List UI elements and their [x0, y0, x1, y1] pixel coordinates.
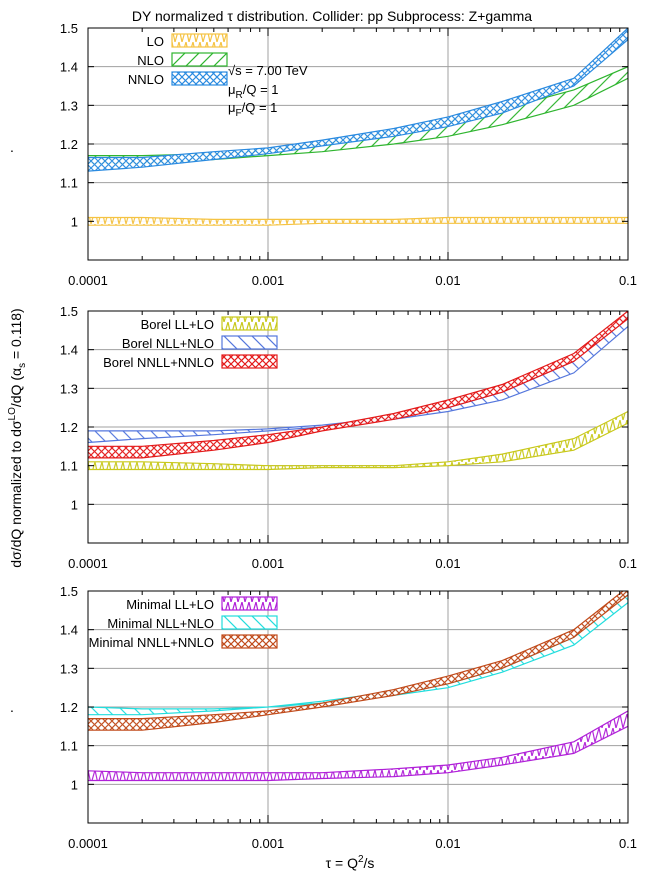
legend-swatch: [221, 615, 278, 630]
band-minimal-nll-nlo: [88, 591, 628, 716]
y-tick-label: 1.3: [60, 381, 78, 396]
band-borel-ll-lo: [88, 410, 628, 471]
y-tick-label: 1.5: [60, 304, 78, 319]
y-tick-label: 1.4: [60, 60, 78, 75]
legend-swatch: [171, 52, 228, 67]
legend-label: Borel LL+LO: [141, 317, 214, 332]
x-tick-label: 0.001: [252, 836, 285, 851]
y-tick-label: 1.4: [60, 623, 78, 638]
legend-swatch: [171, 71, 228, 86]
y-tick-label: 1.2: [60, 420, 78, 435]
legend-swatch: [221, 354, 278, 369]
y-tick-label: 1: [71, 497, 78, 512]
top-dot-label: .: [10, 139, 14, 155]
y-tick-label: 1: [71, 214, 78, 229]
panel-3: 1 1.1 1.2 1.3 1.4 1.5 0.0001 0.001 0.01 0.1 Minima…: [60, 584, 637, 851]
sqrt-s-annotation: √s = 7.00 TeV: [228, 63, 308, 78]
x-tick-label: 0.1: [619, 556, 637, 571]
chart-title: DY normalized τ distribution. Collider: …: [132, 8, 532, 24]
y-axis-label: dσ/dQ normalized to dσLO/dQ (αs = 0.118): [7, 308, 28, 567]
x-tick-label: 0.0001: [68, 836, 108, 851]
muf-annotation: μF/Q = 1: [228, 100, 277, 119]
mur-annotation: μR/Q = 1: [228, 82, 279, 101]
legend-label: Borel NNLL+NNLO: [103, 355, 214, 370]
y-tick-label: 1.4: [60, 343, 78, 358]
band-minimal-nnll-nnlo: [88, 591, 628, 731]
x-axis-label: τ = Q2/s: [326, 854, 375, 871]
legend-swatch: [171, 33, 228, 48]
legend-label: NLO: [137, 53, 164, 68]
legend-label: Borel NLL+NLO: [122, 336, 214, 351]
legend-swatch: [221, 335, 278, 350]
parameter-annotations: √s = 7.00 TeV μR/Q = 1 μF/Q = 1: [228, 63, 308, 119]
bottom-dot-label: .: [10, 699, 14, 715]
x-tick-label: 0.001: [252, 556, 285, 571]
panel-2: 1 1.1 1.2 1.3 1.4 1.5 0.0001 0.001 0.01 0.1 Borel …: [60, 304, 637, 571]
x-tick-label: 0.001: [252, 273, 285, 288]
y-tick-label: 1.2: [60, 700, 78, 715]
x-tick-label: 0.01: [435, 273, 460, 288]
y-tick-label: 1.5: [60, 21, 78, 36]
x-tick-label: 0.01: [435, 556, 460, 571]
y-tick-label: 1.5: [60, 584, 78, 599]
legend-label: Minimal NNLL+NNLO: [89, 635, 214, 650]
band-borel-nll-nlo: [88, 314, 628, 444]
legend-label: Minimal LL+LO: [126, 597, 214, 612]
legend-label: LO: [147, 34, 164, 49]
band-nnlo: [88, 28, 628, 172]
legend-swatch: [221, 634, 278, 649]
panel-1: 1 1.1 1.2 1.3 1.4 1.5 0.0001 0.001 0.01 0.1 LO NLO N…: [60, 21, 637, 288]
y-tick-label: 1.1: [60, 176, 78, 191]
legend-label: NNLO: [128, 72, 164, 87]
x-tick-label: 0.01: [435, 836, 460, 851]
y-tick-label: 1.1: [60, 739, 78, 754]
x-tick-label: 0.1: [619, 836, 637, 851]
y-tick-label: 1.3: [60, 98, 78, 113]
y-tick-label: 1.1: [60, 459, 78, 474]
band-minimal-ll-lo: [88, 710, 628, 782]
legend-swatch: [221, 316, 278, 331]
y-tick-label: 1: [71, 777, 78, 792]
legend-label: Minimal NLL+NLO: [107, 616, 214, 631]
band-lo: [88, 216, 628, 226]
band-borel-nnll-nnlo: [88, 311, 628, 459]
y-tick-label: 1.3: [60, 661, 78, 676]
y-tick-label: 1.2: [60, 137, 78, 152]
x-tick-label: 0.0001: [68, 556, 108, 571]
legend-swatch: [221, 596, 278, 611]
x-tick-label: 0.0001: [68, 273, 108, 288]
x-tick-label: 0.1: [619, 273, 637, 288]
band-nlo: [88, 66, 628, 164]
